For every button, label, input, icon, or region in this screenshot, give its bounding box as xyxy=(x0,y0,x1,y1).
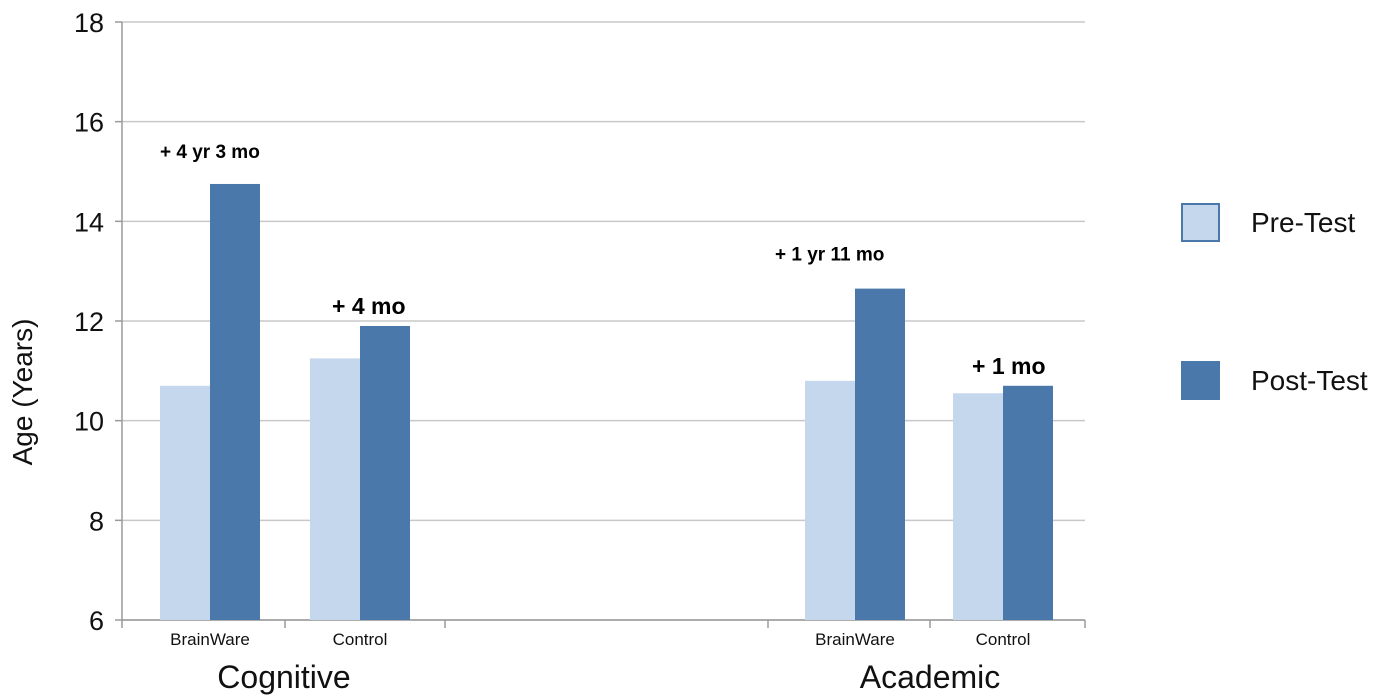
y-tick-label: 10 xyxy=(74,407,104,437)
y-axis-label: Age (Years) xyxy=(7,319,38,466)
bar-pre xyxy=(310,358,360,620)
axes xyxy=(115,21,1086,628)
bar-pre xyxy=(805,380,855,620)
category-label: BrainWare xyxy=(170,630,250,649)
bar-post xyxy=(1003,385,1053,620)
y-tick-label: 12 xyxy=(74,307,104,337)
data-annotation: + 1 yr 11 mo xyxy=(775,245,884,266)
data-annotation: + 4 mo xyxy=(332,293,406,319)
y-tick-label: 6 xyxy=(89,606,104,636)
y-tick-label: 18 xyxy=(74,8,104,38)
bar-post xyxy=(855,288,905,620)
data-annotation: + 4 yr 3 mo xyxy=(160,142,260,163)
legend-label-pre: Pre-Test xyxy=(1251,207,1355,238)
bar-post xyxy=(210,183,260,621)
data-annotation: + 1 mo xyxy=(972,353,1046,379)
bar-post xyxy=(360,325,410,620)
legend-swatch-post xyxy=(1181,361,1220,400)
legend-label-post: Post-Test xyxy=(1251,365,1368,396)
y-tick-label: 16 xyxy=(74,108,104,138)
category-label: BrainWare xyxy=(815,630,895,649)
legend-swatch-pre xyxy=(1181,203,1220,242)
y-tick-label: 14 xyxy=(74,207,104,237)
y-tick-label: 8 xyxy=(89,506,104,536)
bar-pre xyxy=(160,385,210,620)
legend: Pre-Test Post-Test xyxy=(1181,203,1368,400)
labels: 6 8 10 12 14 16 18 BrainWare + 4 yr 3 mo Control +… xyxy=(74,8,1046,695)
category-label: Control xyxy=(333,630,388,649)
group-label: Academic xyxy=(860,659,1001,695)
category-label: Control xyxy=(976,630,1031,649)
grid-lines xyxy=(122,21,1085,621)
bar-pre xyxy=(953,393,1003,620)
bars xyxy=(160,183,1053,621)
group-label: Cognitive xyxy=(217,659,350,695)
